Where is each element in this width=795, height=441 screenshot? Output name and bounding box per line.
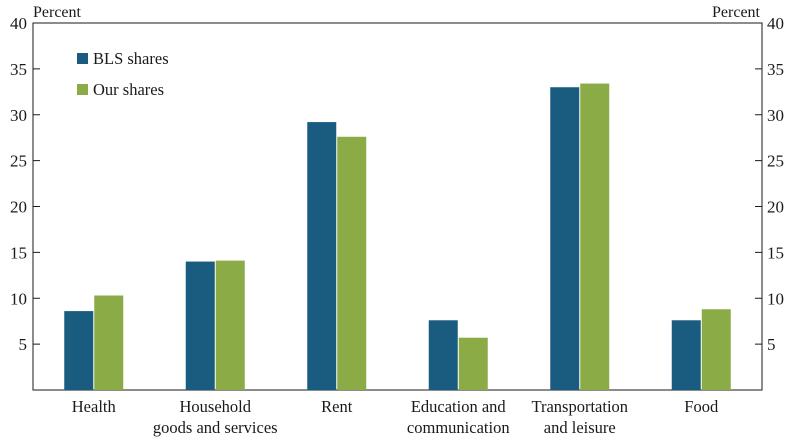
x-category-label: Household goods and services bbox=[153, 397, 278, 437]
y-tick-label-right: 35 bbox=[767, 60, 784, 79]
legend-swatch bbox=[77, 53, 88, 64]
bar-our-shares bbox=[94, 295, 124, 390]
x-category-label: Food bbox=[684, 397, 719, 416]
legend-label: BLS shares bbox=[93, 49, 169, 68]
x-category-label: Rent bbox=[321, 397, 353, 416]
y-tick-label-left: 35 bbox=[10, 60, 27, 79]
bars bbox=[64, 83, 731, 391]
plot-frame bbox=[32, 22, 763, 391]
bar-our-shares bbox=[458, 337, 488, 390]
y-tick-label-left: 5 bbox=[19, 335, 28, 354]
y-tick-label-right: 25 bbox=[767, 152, 784, 171]
y-tick-label-left: 25 bbox=[10, 152, 27, 171]
y-tick-label-left: 20 bbox=[10, 198, 27, 217]
bar-bls-shares bbox=[307, 122, 337, 390]
category-labels: Health Household goods and services Rent Edu… bbox=[72, 397, 719, 437]
bar-our-shares bbox=[215, 260, 245, 390]
y-tick-label-right: 10 bbox=[767, 289, 784, 308]
y-tick-label-left: 40 bbox=[10, 14, 27, 33]
bar-bls-shares bbox=[64, 311, 94, 390]
y-tick-label-left: 15 bbox=[10, 243, 27, 262]
y-tick-label-right: 40 bbox=[767, 14, 784, 33]
bar-bls-shares bbox=[671, 320, 701, 390]
legend-swatch bbox=[77, 84, 88, 95]
y-unit-right: Percent bbox=[712, 4, 761, 21]
x-category-label: Education and communication bbox=[407, 397, 510, 437]
x-category-label: Health bbox=[72, 397, 117, 416]
bar-bls-shares bbox=[550, 87, 580, 390]
y-tick-label-right: 20 bbox=[767, 198, 784, 217]
bar-our-shares bbox=[580, 83, 610, 391]
legend-label: Our shares bbox=[93, 80, 164, 99]
bar-our-shares bbox=[337, 136, 367, 390]
x-category-label: Transportation and leisure bbox=[531, 397, 628, 437]
y-tick-label-right: 5 bbox=[767, 335, 776, 354]
bar-bls-shares bbox=[428, 320, 458, 390]
bar-bls-shares bbox=[185, 261, 215, 390]
y-tick-label-right: 30 bbox=[767, 106, 784, 125]
y-tick-label-left: 10 bbox=[10, 289, 27, 308]
axis-ticks: 5 5 10 10 15 15 20 20 25 25 30 30 35 35 40 40 bbox=[10, 14, 784, 354]
y-tick-label-right: 15 bbox=[767, 243, 784, 262]
y-tick-label-left: 30 bbox=[10, 106, 27, 125]
legend: BLS shares Our shares bbox=[77, 49, 169, 99]
y-unit-left: Percent bbox=[33, 4, 82, 21]
bar-our-shares bbox=[701, 309, 731, 390]
